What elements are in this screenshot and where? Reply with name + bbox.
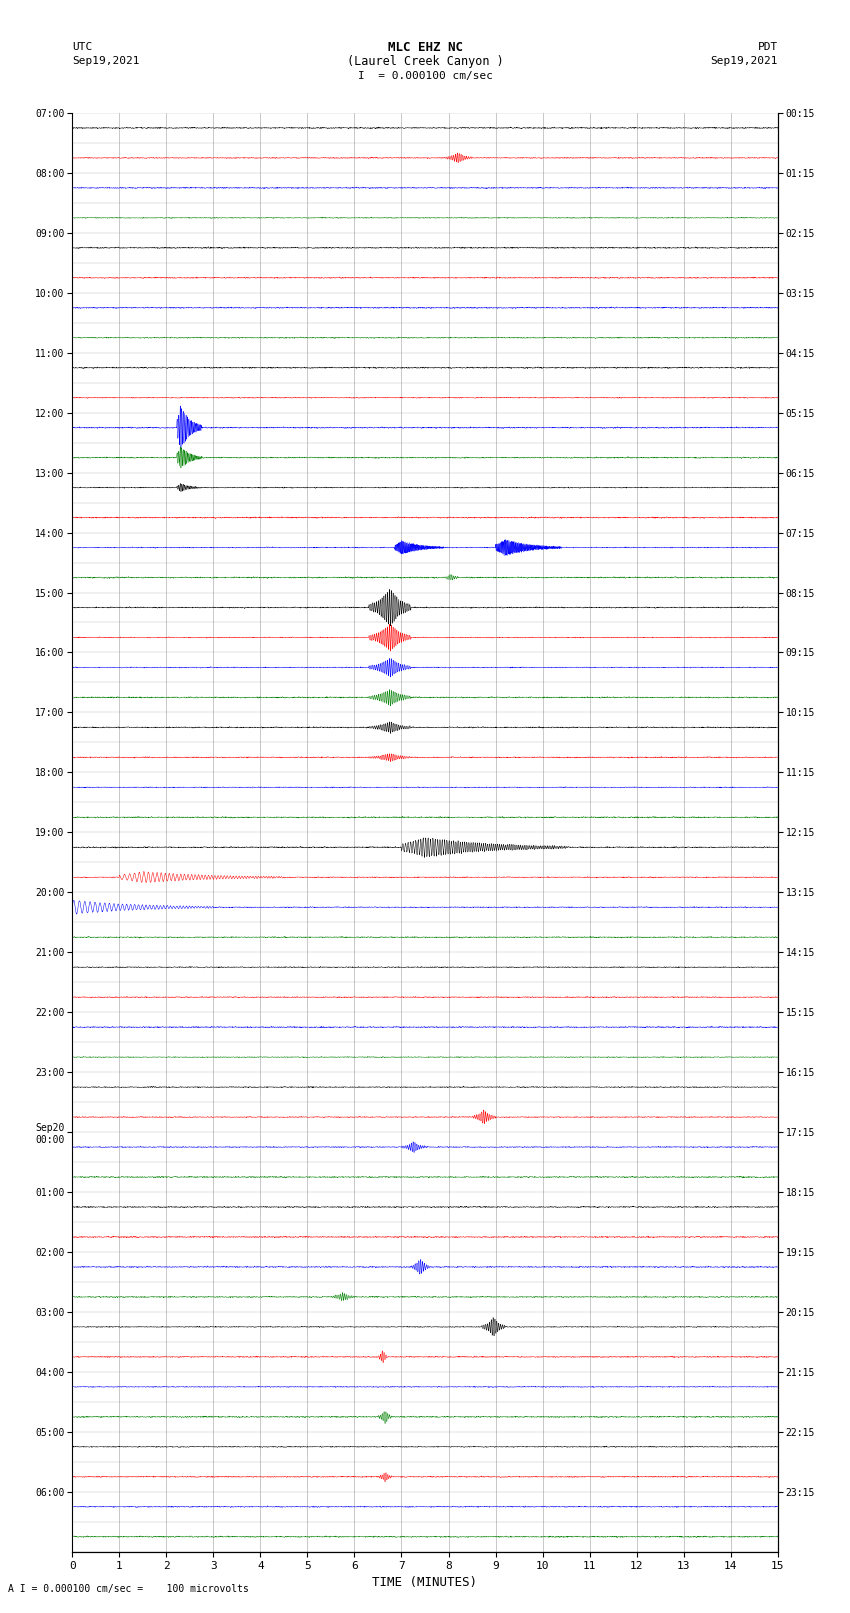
Text: (Laurel Creek Canyon ): (Laurel Creek Canyon ): [347, 55, 503, 68]
Text: Sep19,2021: Sep19,2021: [72, 56, 139, 66]
Text: Sep19,2021: Sep19,2021: [711, 56, 778, 66]
Text: I  = 0.000100 cm/sec: I = 0.000100 cm/sec: [358, 71, 492, 81]
X-axis label: TIME (MINUTES): TIME (MINUTES): [372, 1576, 478, 1589]
Text: PDT: PDT: [757, 42, 778, 52]
Text: UTC: UTC: [72, 42, 93, 52]
Text: MLC EHZ NC: MLC EHZ NC: [388, 40, 462, 53]
Text: A I = 0.000100 cm/sec =    100 microvolts: A I = 0.000100 cm/sec = 100 microvolts: [8, 1584, 249, 1594]
